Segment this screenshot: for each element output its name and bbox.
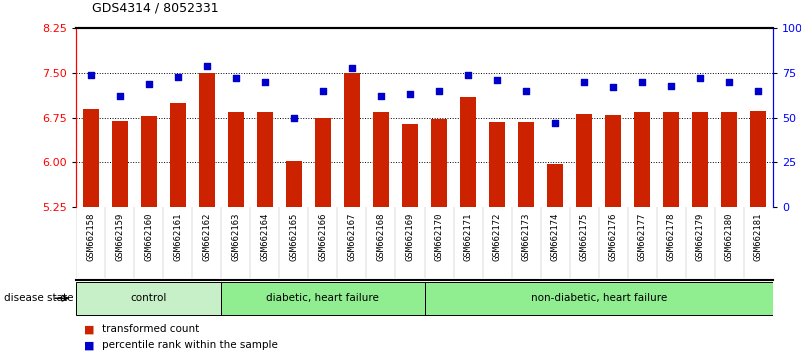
Point	[461, 72, 474, 78]
Point	[288, 115, 300, 121]
Text: GDS4314 / 8052331: GDS4314 / 8052331	[92, 1, 219, 14]
Point	[229, 75, 242, 81]
Point	[607, 85, 620, 90]
Point	[375, 93, 388, 99]
Text: GSM662174: GSM662174	[551, 213, 560, 261]
Bar	[257, 112, 273, 354]
Bar	[83, 109, 99, 354]
Point	[259, 79, 272, 85]
Point	[723, 79, 736, 85]
Text: GSM662159: GSM662159	[115, 213, 124, 261]
Text: GSM662161: GSM662161	[173, 213, 182, 261]
Bar	[199, 73, 215, 354]
Text: GSM662172: GSM662172	[493, 213, 501, 261]
Bar	[373, 112, 389, 354]
Point	[694, 75, 706, 81]
Text: GSM662173: GSM662173	[521, 213, 530, 261]
Point	[200, 63, 213, 69]
Text: ■: ■	[84, 324, 95, 334]
Text: control: control	[131, 293, 167, 303]
Bar	[663, 112, 679, 354]
Text: diabetic, heart failure: diabetic, heart failure	[267, 293, 380, 303]
Point	[113, 93, 126, 99]
Text: GSM662165: GSM662165	[289, 213, 298, 261]
Bar	[722, 112, 738, 354]
Bar	[460, 97, 476, 354]
Text: GSM662168: GSM662168	[376, 213, 385, 261]
FancyBboxPatch shape	[425, 281, 773, 315]
Text: non-diabetic, heart failure: non-diabetic, heart failure	[530, 293, 667, 303]
Bar	[489, 122, 505, 354]
Text: GSM662177: GSM662177	[638, 213, 646, 261]
Text: GSM662164: GSM662164	[260, 213, 269, 261]
Text: transformed count: transformed count	[102, 324, 199, 334]
Text: GSM662169: GSM662169	[405, 213, 414, 261]
Text: ■: ■	[84, 340, 95, 350]
FancyBboxPatch shape	[221, 281, 425, 315]
Bar	[141, 116, 157, 354]
Text: GSM662178: GSM662178	[667, 213, 676, 261]
Text: GSM662170: GSM662170	[435, 213, 444, 261]
Bar	[344, 73, 360, 354]
Bar	[606, 115, 622, 354]
Point	[316, 88, 329, 94]
FancyBboxPatch shape	[76, 281, 221, 315]
Bar	[431, 120, 447, 354]
Text: GSM662175: GSM662175	[580, 213, 589, 261]
Bar	[402, 124, 418, 354]
Text: GSM662158: GSM662158	[87, 213, 95, 261]
Bar	[692, 112, 708, 354]
Text: GSM662160: GSM662160	[144, 213, 153, 261]
Point	[491, 77, 504, 83]
Text: GSM662176: GSM662176	[609, 213, 618, 261]
Bar	[227, 112, 244, 354]
Point	[578, 79, 590, 85]
Point	[636, 79, 649, 85]
Bar	[170, 103, 186, 354]
Text: GSM662179: GSM662179	[696, 213, 705, 261]
Bar	[518, 122, 534, 354]
Text: GSM662167: GSM662167	[348, 213, 356, 261]
Bar	[751, 110, 767, 354]
Text: GSM662162: GSM662162	[203, 213, 211, 261]
Bar	[576, 114, 592, 354]
Point	[520, 88, 533, 94]
Point	[433, 88, 445, 94]
Bar	[286, 161, 302, 354]
Text: percentile rank within the sample: percentile rank within the sample	[102, 340, 278, 350]
Point	[665, 83, 678, 88]
Bar	[111, 121, 127, 354]
Bar	[547, 164, 563, 354]
Point	[171, 74, 184, 79]
Text: GSM662166: GSM662166	[319, 213, 328, 261]
Bar	[315, 118, 331, 354]
Text: disease state: disease state	[4, 293, 74, 303]
Point	[752, 88, 765, 94]
Point	[143, 81, 155, 87]
Point	[549, 120, 562, 126]
Point	[345, 65, 358, 70]
Text: GSM662180: GSM662180	[725, 213, 734, 261]
Text: GSM662171: GSM662171	[464, 213, 473, 261]
Point	[404, 92, 417, 97]
Text: GSM662163: GSM662163	[231, 213, 240, 261]
Text: GSM662181: GSM662181	[754, 213, 763, 261]
Bar	[634, 112, 650, 354]
Point	[84, 72, 97, 78]
